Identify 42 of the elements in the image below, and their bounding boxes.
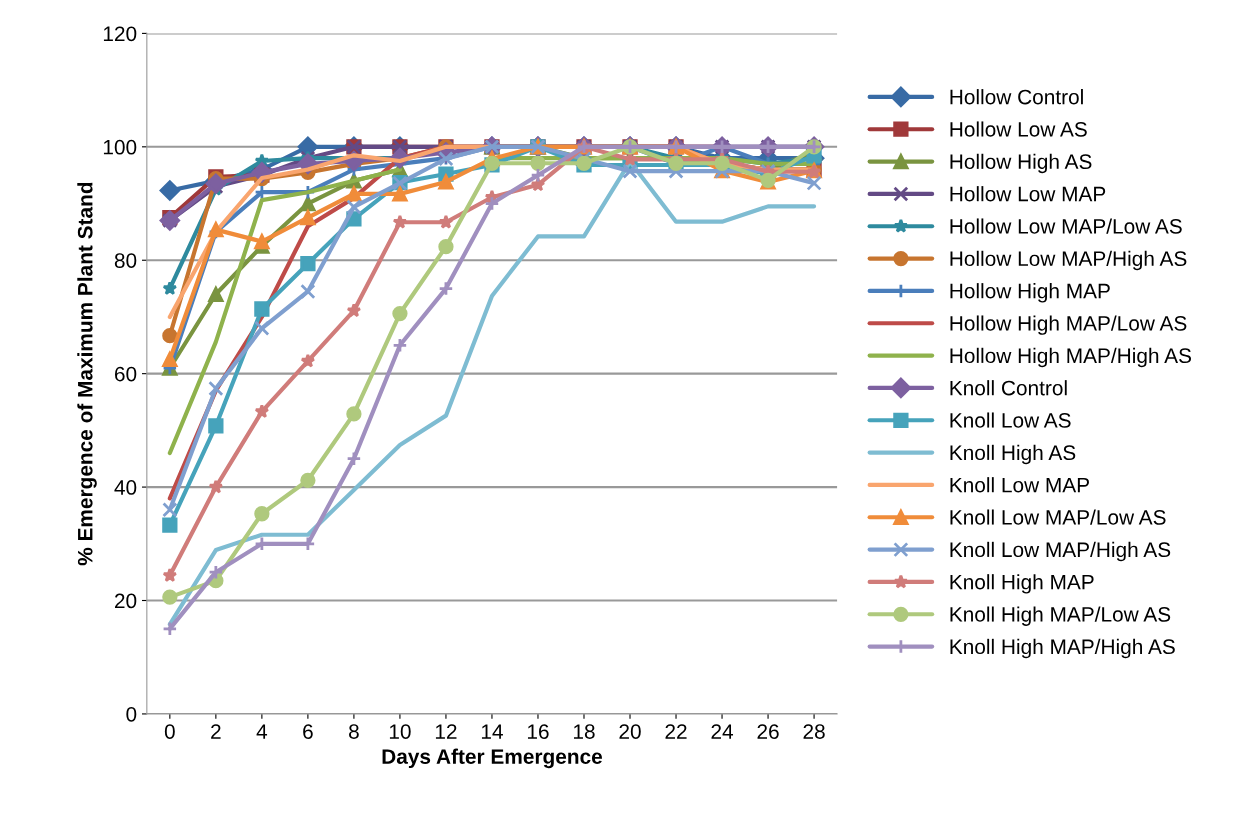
legend-label: Hollow Low MAP/High AS [950, 250, 1187, 271]
x-tick-label: 16 [527, 724, 549, 739]
x-tick-label: 2 [211, 724, 221, 739]
y-tick-label: 100 [103, 139, 137, 155]
y-tick-label: 20 [114, 593, 137, 609]
legend-label: Hollow Low MAP [950, 186, 1106, 202]
x-tick-label: 26 [757, 724, 779, 739]
x-tick-label: 10 [389, 724, 411, 739]
y-tick-label: 60 [115, 366, 137, 382]
legend-label: Knoll Low MAP [950, 477, 1089, 493]
legend-label: Hollow Control [950, 89, 1083, 105]
legend-label: Knoll Low MAP/Low AS [950, 509, 1166, 525]
y-axis-title: % Emergence of Maximum Plant Stand [77, 182, 97, 566]
legend-label: Knoll High MAP/Low AS [950, 606, 1171, 626]
x-tick-label: 4 [256, 724, 268, 739]
x-axis-title: Days After Emergence [382, 748, 603, 769]
x-tick-label: 18 [574, 724, 595, 739]
x-tick-label: 28 [803, 724, 825, 739]
legend-label: Hollow Low AS [950, 121, 1087, 137]
legend-label: Knoll Low AS [950, 412, 1071, 428]
legend-label: Knoll Control [950, 380, 1067, 396]
x-tick-label: 20 [619, 724, 641, 739]
x-tick-label: 24 [711, 724, 734, 739]
legend-label: Knoll High MAP [950, 574, 1094, 594]
x-tick-label: 14 [481, 724, 503, 739]
legend-label: Hollow High MAP/High AS [950, 347, 1192, 368]
x-tick-label: 8 [349, 724, 359, 739]
x-tick-label: 12 [435, 724, 457, 739]
legend-label: Knoll High AS [950, 444, 1076, 465]
y-tick-label: 40 [114, 480, 137, 495]
y-tick-label: 120 [103, 26, 137, 42]
y-tick-label: 80 [114, 253, 137, 268]
y-tick-label: 0 [126, 706, 137, 722]
legend-label: Knoll High MAP/High AS [950, 638, 1175, 659]
legend-label: Hollow High AS [950, 153, 1092, 174]
legend-label: Hollow High MAP [950, 283, 1110, 303]
x-tick-label: 22 [665, 724, 687, 739]
x-tick-label: 0 [164, 724, 175, 739]
legend-label: Hollow Low MAP/Low AS [950, 218, 1182, 234]
legend-label: Hollow High MAP/Low AS [950, 315, 1187, 335]
x-tick-label: 6 [303, 724, 313, 739]
legend-label: Knoll Low MAP/High AS [950, 541, 1171, 562]
